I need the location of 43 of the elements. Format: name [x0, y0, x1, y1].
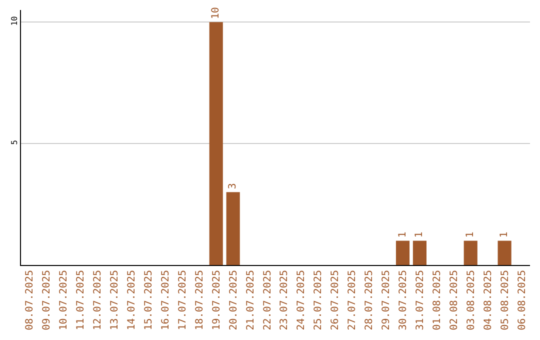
y-tick-label: 5 — [10, 140, 19, 145]
x-tick-label: 02.08.2025 — [448, 270, 460, 330]
x-tick-label: 29.07.2025 — [381, 270, 392, 330]
x-tick-label: 09.07.2025 — [42, 270, 53, 330]
x-tick-label: 26.07.2025 — [330, 270, 342, 330]
bar — [498, 240, 512, 265]
x-tick-label: 20.07.2025 — [228, 270, 240, 330]
bar — [464, 240, 478, 265]
x-tick-label: 03.08.2025 — [466, 270, 477, 330]
x-tick-label: 22.07.2025 — [262, 270, 274, 330]
x-tick-label: 18.07.2025 — [194, 270, 206, 330]
x-tick-label: 11.07.2025 — [76, 270, 87, 330]
x-tick-label: 15.07.2025 — [144, 270, 154, 330]
x-tick-label: 16.07.2025 — [160, 270, 172, 330]
bar — [209, 22, 223, 265]
x-tick-label: 04.08.2025 — [482, 270, 494, 330]
x-tick-label: 21.07.2025 — [245, 270, 256, 330]
x-tick-label: 01.08.2025 — [432, 270, 443, 330]
x-tick-label: 24.07.2025 — [296, 270, 308, 330]
data-label: 1 — [397, 232, 408, 238]
x-tick-label: 25.07.2025 — [313, 270, 324, 330]
data-label: 3 — [228, 183, 239, 190]
x-tick-label: 30.07.2025 — [398, 270, 409, 330]
x-tick-label: 23.07.2025 — [279, 270, 290, 330]
x-tick-label: 13.07.2025 — [110, 270, 121, 330]
bar — [412, 240, 426, 265]
data-label: 1 — [414, 232, 426, 238]
x-tick-label: 17.07.2025 — [177, 270, 188, 330]
x-tick-label: 12.07.2025 — [92, 270, 104, 330]
x-tick-label: 10.07.2025 — [58, 270, 70, 330]
x-tick-label: 31.07.2025 — [414, 270, 426, 330]
x-tick-label: 06.08.2025 — [516, 270, 528, 330]
x-tick-label: 05.08.2025 — [500, 270, 511, 330]
data-label: 10 — [210, 7, 222, 20]
bar — [396, 240, 410, 265]
x-tick-label: 19.07.2025 — [211, 270, 222, 330]
data-label: 1 — [499, 232, 510, 238]
x-tick-label: 27.07.2025 — [347, 270, 358, 330]
data-label: 1 — [465, 232, 476, 238]
bar — [226, 192, 240, 265]
x-tick-label: 28.07.2025 — [364, 270, 376, 330]
x-tick-label: 08.07.2025 — [24, 270, 36, 330]
x-tick-label: 14.07.2025 — [126, 270, 138, 330]
